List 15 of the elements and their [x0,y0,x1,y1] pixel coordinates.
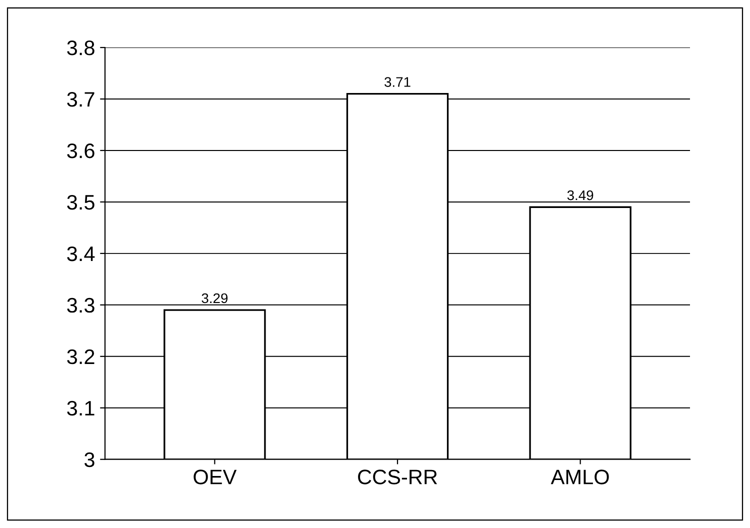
y-tick-label: 3.4 [67,246,95,262]
x-tick-label: AMLO [550,470,609,484]
data-label: 3.71 [384,77,410,87]
y-tick-label: 3.3 [67,298,94,313]
x-tick-label: OEV [194,470,237,484]
y-tick-label: 3.6 [67,143,94,158]
x-tick-label: CCS-RR [358,470,438,484]
y-tick-label: 3.1 [67,400,94,416]
y-tick-label: 3 [84,452,94,468]
y-tick-label: 3.8 [67,40,94,56]
y-tick-label: 3.2 [67,349,94,364]
y-tick-label: 3.5 [67,194,94,210]
data-label: 3.49 [567,190,594,200]
y-tick-label: 3.7 [67,92,94,107]
data-label: 3.29 [202,293,228,304]
